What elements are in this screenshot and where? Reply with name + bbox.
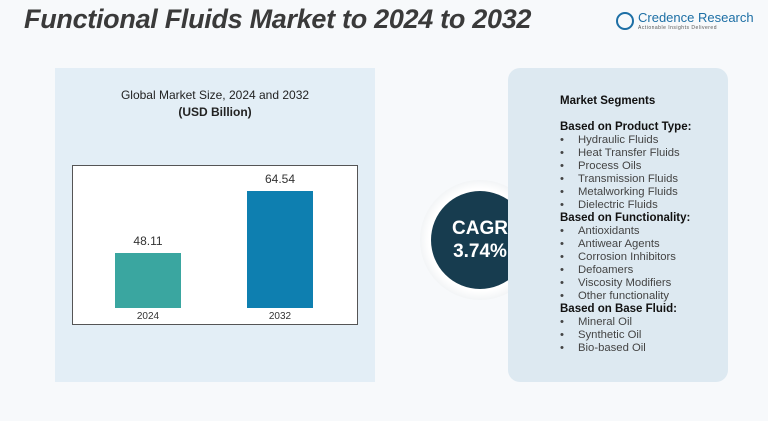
page-title: Functional Fluids Market to 2024 to 2032 [24,4,532,34]
segment-item: Bio-based Oil [560,342,728,355]
segment-item: Process Oils [560,160,728,173]
segment-group-title: Based on Product Type: [560,121,692,133]
x-tick-label: 2032 [268,311,292,322]
bar-2032 [247,191,313,308]
segment-group-title: Based on Base Fluid: [560,303,677,315]
segment-item: Corrosion Inhibitors [560,251,728,264]
chart-subtitle: (USD Billion) [178,105,252,119]
chart-frame: 48.11 2024 64.54 2032 [72,165,358,325]
cagr-label: CAGR [452,218,508,239]
logo: Credence Research Actionable Insights De… [616,10,754,31]
segment-group-title: Based on Functionality: [560,212,691,224]
segment-item: Antiwear Agents [560,238,728,251]
cagr-value: 3.74% [453,241,507,262]
logo-tagline: Actionable Insights Delivered [638,25,717,31]
segments-panel: Market Segments Based on Product Type:Hy… [508,68,728,382]
segment-item: Synthetic Oil [560,329,728,342]
segments-heading: Market Segments [560,95,656,107]
logo-icon [616,11,634,30]
segment-list: Mineral OilSynthetic OilBio-based Oil [560,316,728,355]
segment-item: Mineral Oil [560,316,728,329]
chart-title: Global Market Size, 2024 and 2032 [120,88,310,102]
value-label: 48.11 [133,233,163,248]
segment-item: Heat Transfer Fluids [560,147,728,160]
segment-list: AntioxidantsAntiwear AgentsCorrosion Inh… [560,225,728,303]
bar-2024 [115,252,181,308]
segment-item: Metalworking Fluids [560,186,728,199]
x-tick-label: 2024 [136,311,160,322]
segment-item: Defoamers [560,264,728,277]
segment-item: Hydraulic Fluids [560,134,728,147]
segment-item: Dielectric Fluids [560,199,728,212]
segment-item: Viscosity Modifiers [560,277,728,290]
segment-list: Hydraulic FluidsHeat Transfer FluidsProc… [560,134,728,212]
segment-item: Other functionality [560,290,728,303]
segment-item: Antioxidants [560,225,728,238]
chart-panel: Global Market Size, 2024 and 2032 (USD B… [55,68,375,382]
segment-item: Transmission Fluids [560,173,728,186]
logo-name: Credence Research [638,10,754,25]
value-label: 64.54 [264,172,296,186]
